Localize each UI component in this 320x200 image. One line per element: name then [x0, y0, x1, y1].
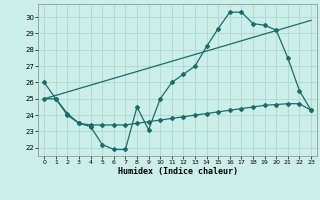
X-axis label: Humidex (Indice chaleur): Humidex (Indice chaleur) [118, 167, 238, 176]
